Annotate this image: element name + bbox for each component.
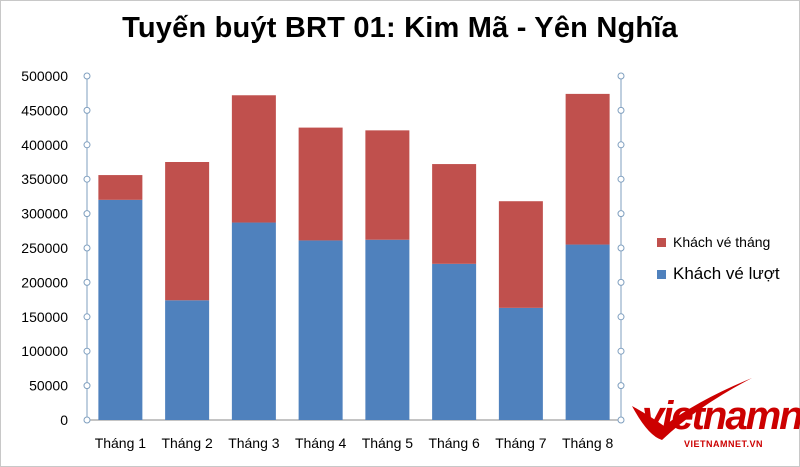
bar-khach-ve-thang: [365, 130, 410, 240]
y-tick-marker-left: [83, 278, 91, 286]
bar-khach-ve-luot: [565, 244, 610, 420]
legend-swatch-monthly: [657, 237, 666, 247]
y-tick-marker-left: [83, 347, 91, 355]
y-tick-marker-right: [617, 106, 625, 114]
y-tick-marker-right: [617, 382, 625, 390]
y-tick-label: 200000: [21, 274, 68, 290]
y-tick-marker-left: [83, 416, 91, 424]
y-tick-marker-left: [83, 382, 91, 390]
y-tick-marker-right: [617, 175, 625, 183]
y-tick-label: 400000: [21, 137, 68, 153]
swoosh-logo-icon: [632, 378, 752, 440]
bar-khach-ve-luot: [98, 199, 143, 420]
y-tick-marker-right: [617, 278, 625, 286]
y-tick-label: 100000: [21, 343, 68, 359]
watermark-logo-text: vietnamnet: [642, 394, 800, 438]
y-tick-label: 0: [60, 412, 68, 428]
y-tick-marker-left: [83, 141, 91, 149]
y-tick-marker-left: [83, 210, 91, 218]
bar-khach-ve-luot: [365, 239, 410, 420]
vietnamnet-watermark: vietnamnet VIETNAMNET.VN: [628, 376, 800, 460]
bar-khach-ve-luot: [165, 300, 210, 420]
y-tick-label: 150000: [21, 309, 68, 325]
y-tick-marker-right: [617, 210, 625, 218]
y-tick-label: 350000: [21, 171, 68, 187]
x-tick-label: Tháng 4: [295, 435, 347, 451]
y-tick-marker-right: [617, 347, 625, 355]
bar-khach-ve-thang: [298, 127, 343, 241]
bar-khach-ve-luot: [231, 222, 276, 420]
legend-item-single: Khách vé lượt: [657, 264, 780, 284]
watermark-url: VIETNAMNET.VN: [684, 439, 764, 449]
bar-khach-ve-luot: [298, 240, 343, 420]
y-tick-marker-left: [83, 244, 91, 252]
x-tick-label: Tháng 1: [95, 435, 147, 451]
y-tick-marker-left: [83, 106, 91, 114]
x-tick-label: Tháng 3: [228, 435, 280, 451]
bar-khach-ve-luot: [498, 307, 543, 420]
y-tick-marker-right: [617, 72, 625, 80]
bar-khach-ve-thang: [432, 164, 477, 264]
y-tick-label: 50000: [29, 378, 68, 394]
bar-khach-ve-thang: [98, 175, 143, 200]
y-tick-marker-right: [617, 244, 625, 252]
bar-khach-ve-thang: [165, 162, 210, 301]
x-tick-label: Tháng 2: [161, 435, 213, 451]
y-tick-marker-left: [83, 72, 91, 80]
bar-khach-ve-luot: [432, 263, 477, 420]
y-tick-marker-right: [617, 416, 625, 424]
bar-khach-ve-thang: [565, 93, 610, 245]
legend-swatch-single: [657, 269, 666, 279]
y-tick-label: 300000: [21, 206, 68, 222]
legend-label-single: Khách vé lượt: [673, 264, 780, 283]
y-tick-label: 500000: [21, 68, 68, 84]
y-tick-label: 450000: [21, 102, 68, 118]
x-tick-label: Tháng 8: [562, 435, 614, 451]
chart-legend: Khách vé tháng Khách vé lượt: [657, 232, 780, 296]
y-tick-marker-left: [83, 313, 91, 321]
x-tick-label: Tháng 5: [362, 435, 414, 451]
legend-item-monthly: Khách vé tháng: [657, 232, 780, 252]
bar-khach-ve-thang: [498, 201, 543, 308]
chart-title: Tuyến buýt BRT 01: Kim Mã - Yên Nghĩa: [122, 12, 678, 44]
bar-khach-ve-thang: [231, 95, 276, 223]
y-tick-marker-left: [83, 175, 91, 183]
y-tick-marker-right: [617, 313, 625, 321]
y-tick-marker-right: [617, 141, 625, 149]
x-tick-label: Tháng 6: [428, 435, 480, 451]
y-tick-label: 250000: [21, 240, 68, 256]
legend-label-monthly: Khách vé tháng: [673, 234, 771, 250]
x-tick-label: Tháng 7: [495, 435, 547, 451]
